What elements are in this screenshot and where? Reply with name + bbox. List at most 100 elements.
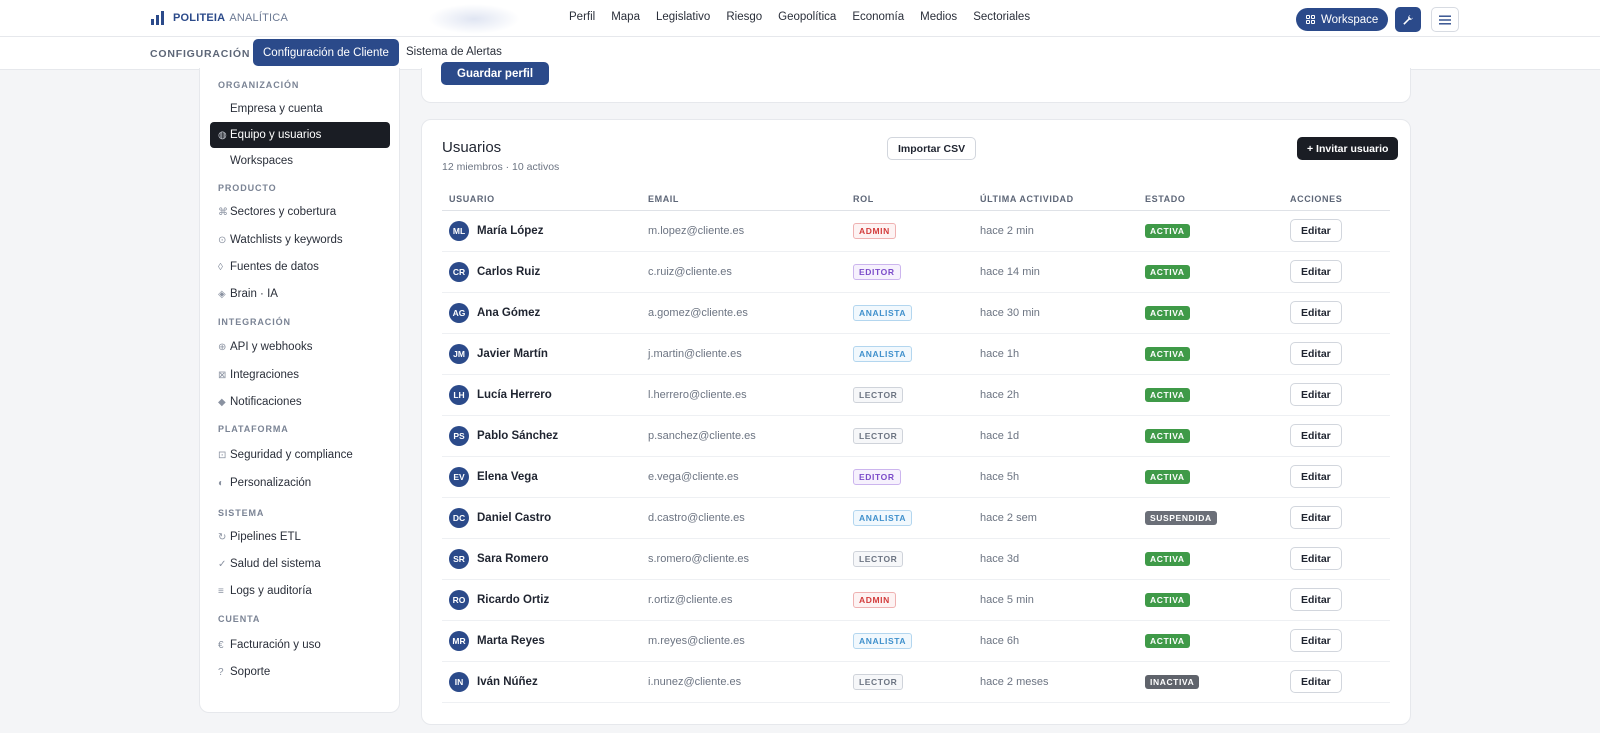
team-icon: ◍ [218,129,227,141]
user-email: m.lopez@cliente.es [641,210,846,252]
sidebar-item-security[interactable]: ⊡ Seguridad y compliance [210,442,390,468]
tab-client-config[interactable]: Configuración de Cliente [253,39,399,66]
table-row[interactable]: AG Ana Gómez a.gomez@cliente.es ANALISTA hac… [442,292,1390,334]
workspace-button[interactable]: Workspace [1296,8,1389,31]
table-row[interactable]: ML María López m.lopez@cliente.es ADMIN hace… [442,210,1390,252]
sidebar-item-notifications[interactable]: ◆ Notificaciones [210,389,390,415]
column-header[interactable]: ROL [846,188,973,211]
table-row[interactable]: MR Marta Reyes m.reyes@cliente.es ANALISTA h… [442,620,1390,662]
nav-medios[interactable]: Medios [920,11,958,23]
last-activity: hace 6h [973,620,1138,662]
status-badge: ACTIVA [1145,633,1190,648]
sidebar-item-company[interactable]: Empresa y cuenta [210,96,390,122]
sidebar-item-integrations[interactable]: ⊠ Integraciones [210,362,390,388]
sidebar-item-support[interactable]: ? Soporte [210,659,390,685]
column-header[interactable]: EMAIL [641,188,846,211]
edit-user-button[interactable]: Editar [1290,260,1342,283]
edit-user-button[interactable]: Editar [1290,301,1342,324]
edit-user-button[interactable]: Editar [1290,465,1342,488]
column-header[interactable]: ESTADO [1138,188,1283,211]
sidebar-item-label: Logs y auditoría [230,585,312,597]
user-cell: SR Sara Romero [442,538,641,580]
edit-user-button[interactable]: Editar [1290,219,1342,242]
user-info: CR Carlos Ruiz [449,261,641,282]
nav-riesgo[interactable]: Riesgo [726,11,763,23]
last-activity: hace 14 min [973,251,1138,293]
save-profile-button[interactable]: Guardar perfil [441,62,550,85]
last-activity: hace 5 min [973,579,1138,621]
edit-user-button[interactable]: Editar [1290,547,1342,570]
user-email: j.martin@cliente.es [641,333,846,375]
table-row[interactable]: IN Iván Núñez i.nunez@cliente.es LECTOR hace… [442,661,1390,703]
sidebar-item-workspaces[interactable]: Workspaces [210,148,390,174]
user-name: Sara Romero [477,552,549,565]
sidebar-item-watchlists[interactable]: ⊙ Watchlists y keywords [210,227,390,253]
wrench-button[interactable] [1395,7,1421,32]
edit-user-button[interactable]: Editar [1290,670,1342,693]
edit-user-button[interactable]: Editar [1290,424,1342,447]
profile-card: Guardar perfil [421,62,1411,103]
edit-user-button[interactable]: Editar [1290,588,1342,611]
avatar: RO [449,589,469,610]
edit-user-button[interactable]: Editar [1290,383,1342,406]
nav-sectoriales[interactable]: Sectoriales [973,11,1031,23]
table-row[interactable]: JM Javier Martín j.martin@cliente.es ANALIS… [442,333,1390,375]
table-row[interactable]: PS Pablo Sánchez p.sanchez@cliente.es LECTO… [442,415,1390,457]
nav-mapa[interactable]: Mapa [611,11,640,23]
list-icon: ≡ [218,585,224,597]
edit-user-button[interactable]: Editar [1290,506,1342,529]
sidebar-item-personalization[interactable]: ◐ Personalización [210,470,390,496]
edit-user-button[interactable]: Editar [1290,629,1342,652]
status-cell: SUSPENDIDA [1138,497,1283,539]
brand[interactable]: POLITEIA ANALÍTICA [151,11,288,25]
table-row[interactable]: EV Elena Vega e.vega@cliente.es EDITOR hace … [442,456,1390,498]
avatar: CR [449,261,469,282]
sidebar-item-label: Watchlists y keywords [230,234,343,246]
sidebar-item-brain-ia[interactable]: ◈ Brain · IA [210,281,390,307]
nav-legislativo[interactable]: Legislativo [655,11,711,23]
role-badge: ANALISTA [853,304,913,321]
table-row[interactable]: DC Daniel Castro d.castro@cliente.es ANALIS… [442,497,1390,539]
sidebar-item-system-health[interactable]: ✓ Salud del sistema [210,551,390,577]
table-row[interactable]: CR Carlos Ruiz c.ruiz@cliente.es EDITOR hace… [442,251,1390,293]
nav-geopolitica[interactable]: Geopolítica [778,11,837,23]
table-header-row: USUARIO EMAIL ROL ÚLTIMA ACTIVIDAD ESTAD… [442,188,1390,211]
sidebar-item-logs[interactable]: ≡ Logs y auditoría [210,578,390,604]
status-cell: ACTIVA [1138,333,1283,375]
edit-user-button[interactable]: Editar [1290,342,1342,365]
nav-economia[interactable]: Economía [852,11,905,23]
user-name: Elena Vega [477,470,538,483]
sidebar-item-data-sources[interactable]: ◊ Fuentes de datos [210,254,390,280]
actions-cell: Editar [1283,292,1390,334]
status-badge: ACTIVA [1145,387,1190,402]
import-csv-button[interactable]: Importar CSV [887,137,977,160]
sidebar-item-team-users[interactable]: ◍ Equipo y usuarios [210,122,390,148]
menu-button[interactable] [1431,7,1459,32]
user-cell: AG Ana Gómez [442,292,641,334]
diamond-outline-icon: ◊ [218,261,223,273]
avatar: SR [449,548,469,569]
sidebar-item-label: Personalización [230,477,312,489]
status-badge: ACTIVA [1145,469,1190,484]
column-header[interactable]: USUARIO [442,188,641,211]
invite-user-button[interactable]: + Invitar usuario [1297,137,1399,160]
last-activity: hace 2 min [973,210,1138,252]
sidebar-item-sectors[interactable]: ⌘ Sectores y cobertura [210,199,390,225]
nav-perfil[interactable]: Perfil [569,11,596,23]
sidebar-item-label: Brain · IA [230,288,278,300]
sidebar-item-api[interactable]: ⊕ API y webhooks [210,334,390,360]
sidebar-item-billing[interactable]: € Facturación y uso [210,632,390,658]
user-cell: PS Pablo Sánchez [442,415,641,457]
status-cell: ACTIVA [1138,292,1283,334]
table-row[interactable]: LH Lucía Herrero l.herrero@cliente.es LECTO… [442,374,1390,416]
tab-alert-system[interactable]: Sistema de Alertas [406,46,502,58]
user-name: Ricardo Ortiz [477,593,550,606]
user-email: a.gomez@cliente.es [641,292,846,334]
users-card: Usuarios 12 miembros · 10 activos Import… [421,119,1411,725]
table-row[interactable]: SR Sara Romero s.romero@cliente.es LECTOR ha… [442,538,1390,580]
user-email: e.vega@cliente.es [641,456,846,498]
column-header[interactable]: ÚLTIMA ACTIVIDAD [973,188,1138,211]
table-row[interactable]: RO Ricardo Ortiz r.ortiz@cliente.es ADMIN ha… [442,579,1390,621]
sidebar-item-pipelines[interactable]: ↻ Pipelines ETL [210,524,390,550]
sidebar-section-title: SISTEMA [218,508,265,518]
